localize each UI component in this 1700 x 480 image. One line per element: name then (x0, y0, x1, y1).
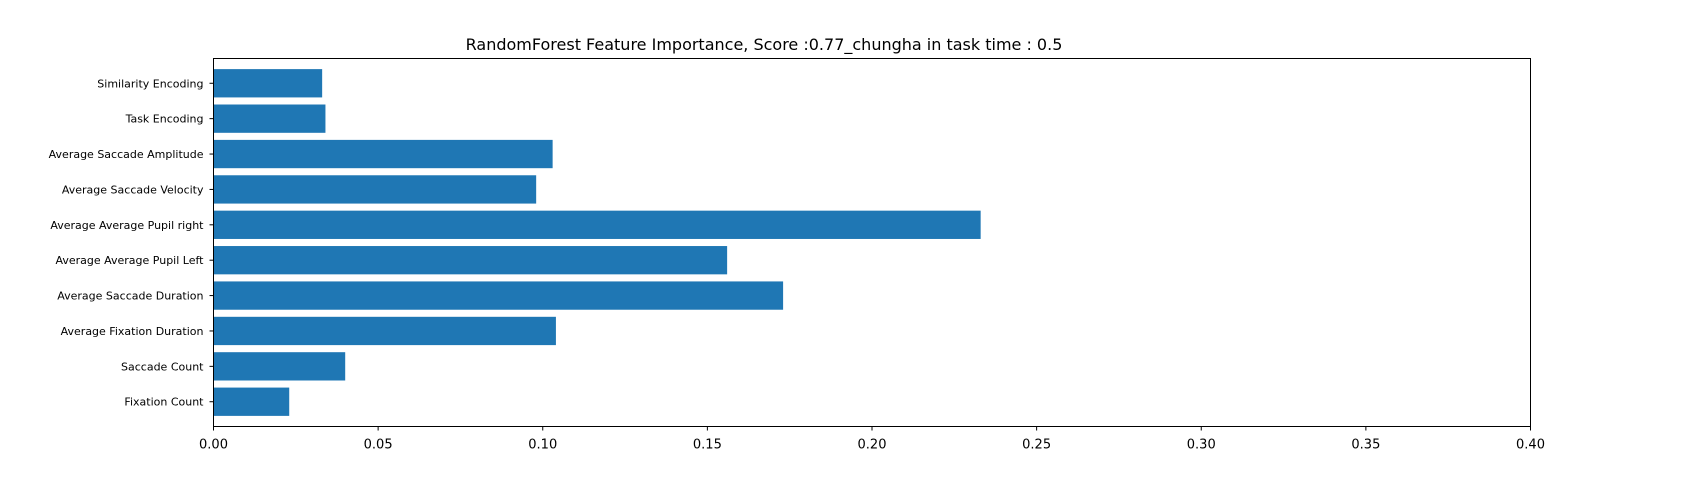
bar (213, 139, 553, 169)
bar (213, 246, 728, 275)
bar (213, 352, 346, 381)
x-tick-label: 0.00 (199, 438, 228, 453)
x-tick-label: 0.40 (1516, 438, 1545, 453)
x-tick-label: 0.35 (1351, 438, 1380, 453)
x-tick-label: 0.25 (1022, 438, 1051, 453)
bar (213, 387, 290, 416)
x-tick-label: 0.10 (528, 438, 557, 453)
bar (213, 175, 537, 204)
bars-group (213, 69, 981, 416)
y-tick-label: Fixation Count (124, 396, 204, 409)
y-tick-label: Average Average Pupil Left (55, 254, 204, 267)
y-tick-label: Task Encoding (125, 113, 204, 126)
x-tick-label: 0.20 (858, 438, 887, 453)
chart-title: RandomForest Feature Importance, Score :… (466, 35, 1063, 55)
plot-frame (213, 58, 1531, 427)
y-tick-label: Similarity Encoding (97, 77, 203, 90)
y-tick-label: Average Average Pupil right (50, 219, 204, 232)
bar (213, 210, 981, 239)
y-axis: Fixation Count Saccade Count Average Fixat… (49, 77, 214, 409)
x-tick-label: 0.05 (364, 438, 393, 453)
bar (213, 69, 323, 98)
x-axis: 0.00 0.05 0.10 0.15 0.20 0.25 0.30 0.35 0.40 (199, 426, 1545, 453)
bar (213, 316, 556, 346)
bar (213, 281, 784, 310)
x-tick-label: 0.15 (693, 438, 722, 453)
y-tick-label: Average Saccade Duration (57, 290, 203, 303)
y-tick-label: Average Saccade Amplitude (49, 148, 204, 161)
bar (213, 104, 326, 133)
y-tick-label: Average Fixation Duration (61, 325, 204, 338)
y-tick-label: Saccade Count (121, 360, 204, 373)
y-tick-label: Average Saccade Velocity (62, 183, 204, 196)
x-tick-label: 0.30 (1187, 438, 1216, 453)
